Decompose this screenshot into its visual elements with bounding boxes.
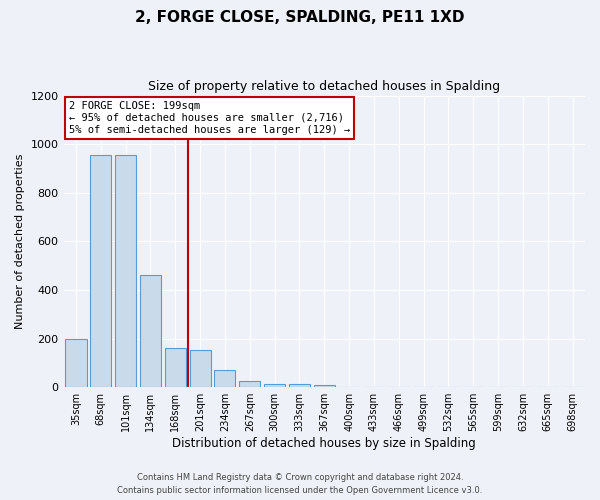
Bar: [140, 276, 161, 387]
Bar: [115, 155, 136, 387]
Bar: [289, 384, 310, 387]
Title: Size of property relative to detached houses in Spalding: Size of property relative to detached ho…: [148, 80, 500, 93]
X-axis label: Distribution of detached houses by size in Spalding: Distribution of detached houses by size …: [172, 437, 476, 450]
Text: 2 FORGE CLOSE: 199sqm
← 95% of detached houses are smaller (2,716)
5% of semi-de: 2 FORGE CLOSE: 199sqm ← 95% of detached …: [69, 102, 350, 134]
Text: Contains HM Land Registry data © Crown copyright and database right 2024.
Contai: Contains HM Land Registry data © Crown c…: [118, 474, 482, 495]
Bar: [214, 370, 235, 387]
Y-axis label: Number of detached properties: Number of detached properties: [15, 154, 25, 329]
Bar: [165, 348, 186, 387]
Bar: [264, 384, 285, 387]
Bar: [190, 350, 211, 387]
Bar: [65, 338, 86, 387]
Text: 2, FORGE CLOSE, SPALDING, PE11 1XD: 2, FORGE CLOSE, SPALDING, PE11 1XD: [135, 10, 465, 25]
Bar: [314, 385, 335, 387]
Bar: [239, 381, 260, 387]
Bar: [90, 155, 112, 387]
